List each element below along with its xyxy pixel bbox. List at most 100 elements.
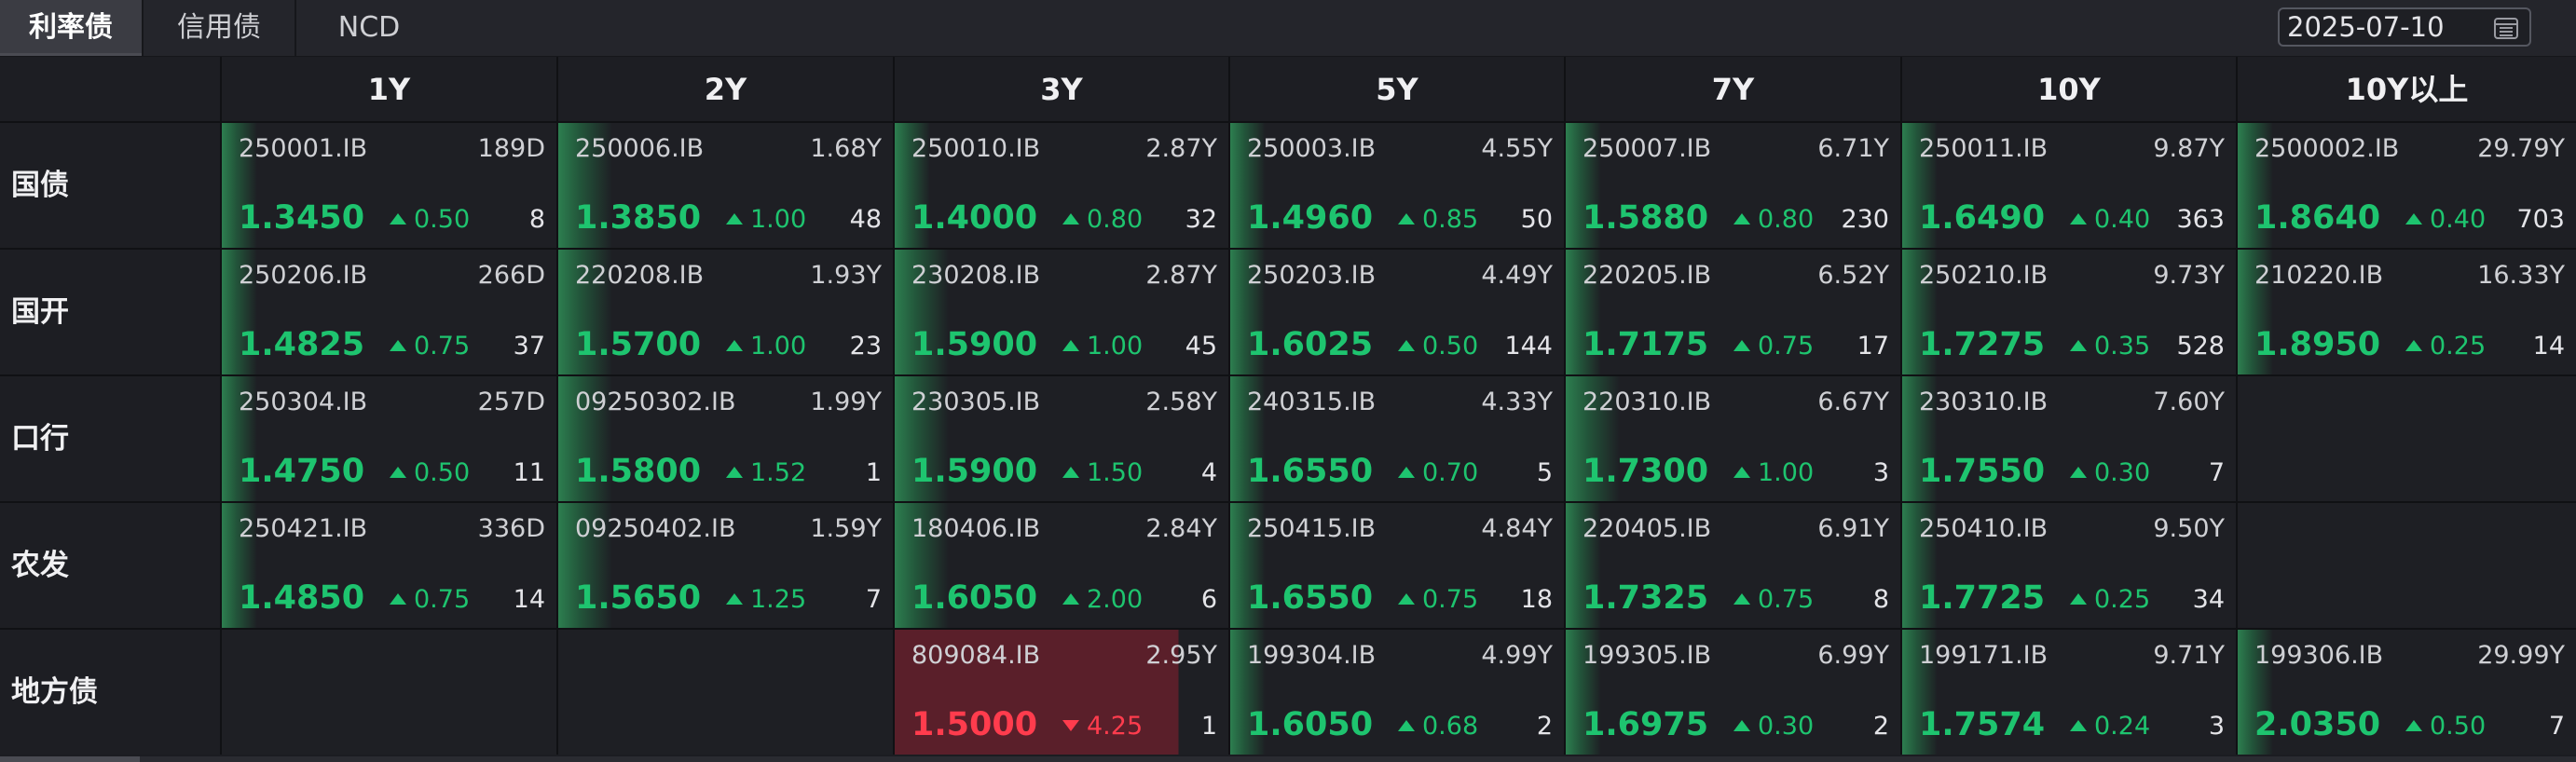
change-value: 0.35 (2094, 332, 2151, 361)
column-header-5Y[interactable]: 5Y (1230, 57, 1564, 122)
yield-change: 0.75 (390, 332, 470, 361)
change-value: 0.75 (1422, 585, 1479, 614)
scrollbar-thumb[interactable] (0, 756, 140, 762)
bond-quote-cell[interactable]: 199306.IB 29.99Y 2.0350 0.50 7 (2238, 630, 2576, 755)
top-toolbar: 利率债 信用债 NCD (0, 0, 2576, 57)
up-triangle-icon (1398, 467, 1415, 478)
bond-quote-cell[interactable]: 250010.IB 2.87Y 1.4000 0.80 32 (895, 123, 1228, 248)
bond-quote-cell[interactable]: 250206.IB 266D 1.4825 0.75 37 (222, 250, 556, 374)
yield-value: 1.8640 (2254, 199, 2381, 237)
yield-change: 0.85 (1398, 205, 1478, 234)
yield-change: 4.25 (1062, 712, 1143, 741)
bond-quote-cell[interactable]: 250410.IB 9.50Y 1.7725 0.25 34 (1902, 503, 2236, 628)
trade-volume: 5 (1536, 458, 1553, 487)
tab-divider (295, 0, 296, 56)
up-triangle-icon (2405, 213, 2422, 225)
column-header-10Y[interactable]: 10Y (1902, 57, 2236, 122)
remaining-tenor: 9.71Y (2153, 641, 2225, 670)
tab-ncd[interactable]: NCD (337, 11, 401, 44)
bond-code: 09250302.IB (575, 388, 736, 416)
yield-change: 1.00 (726, 205, 806, 234)
horizontal-scrollbar[interactable] (0, 756, 2576, 762)
trade-volume: 17 (1857, 332, 1889, 361)
trade-volume: 48 (849, 205, 882, 234)
yield-change: 0.68 (1398, 712, 1478, 741)
bond-quote-cell[interactable]: 230305.IB 2.58Y 1.5900 1.50 4 (895, 376, 1228, 501)
trade-volume: 528 (2176, 332, 2225, 361)
date-picker[interactable] (2278, 7, 2531, 47)
bond-quote-cell[interactable]: 09250402.IB 1.59Y 1.5650 1.25 7 (558, 503, 893, 628)
remaining-tenor: 16.33Y (2477, 261, 2565, 290)
bond-quote-cell[interactable]: 250304.IB 257D 1.4750 0.50 11 (222, 376, 556, 501)
remaining-tenor: 1.93Y (810, 261, 882, 290)
yield-value: 1.5000 (911, 706, 1038, 743)
volume-bar (1566, 503, 1601, 628)
bond-code: 220405.IB (1583, 514, 1712, 543)
remaining-tenor: 4.33Y (1481, 388, 1553, 416)
bond-quote-cell[interactable]: 250011.IB 9.87Y 1.6490 0.40 363 (1902, 123, 2236, 248)
bond-quote-cell[interactable]: 2500002.IB 29.79Y 1.8640 0.40 703 (2238, 123, 2576, 248)
bond-quote-cell[interactable]: 220405.IB 6.91Y 1.7325 0.75 8 (1566, 503, 1900, 628)
column-header-3Y[interactable]: 3Y (895, 57, 1228, 122)
bond-quote-cell[interactable]: 220310.IB 6.67Y 1.7300 1.00 3 (1566, 376, 1900, 501)
bond-quote-cell[interactable]: 199305.IB 6.99Y 1.6975 0.30 2 (1566, 630, 1900, 755)
yield-value: 1.7175 (1583, 326, 1709, 363)
bond-quote-cell[interactable]: 230310.IB 7.60Y 1.7550 0.30 7 (1902, 376, 2236, 501)
column-header-1Y[interactable]: 1Y (222, 57, 556, 122)
remaining-tenor: 2.87Y (1145, 134, 1217, 163)
yield-value: 1.6550 (1247, 453, 1374, 490)
yield-value: 1.6975 (1583, 706, 1709, 743)
date-input[interactable] (2287, 11, 2473, 43)
yield-value: 1.3450 (239, 199, 365, 237)
change-value: 0.30 (1758, 712, 1815, 741)
bond-quote-cell[interactable]: 250007.IB 6.71Y 1.5880 0.80 230 (1566, 123, 1900, 248)
remaining-tenor: 6.52Y (1817, 261, 1889, 290)
bond-code: 250206.IB (239, 261, 368, 290)
volume-bar (222, 250, 257, 374)
bond-quote-cell[interactable]: 230208.IB 2.87Y 1.5900 1.00 45 (895, 250, 1228, 374)
yield-value: 1.4750 (239, 453, 365, 490)
volume-bar (2238, 123, 2273, 248)
grid-divider (2236, 57, 2238, 755)
bond-quote-cell[interactable]: 250006.IB 1.68Y 1.3850 1.00 48 (558, 123, 893, 248)
yield-value: 1.4850 (239, 579, 365, 617)
column-header-2Y[interactable]: 2Y (558, 57, 893, 122)
volume-bar (1902, 503, 1938, 628)
yield-change: 0.30 (1733, 712, 1814, 741)
yield-change: 1.50 (1062, 458, 1143, 487)
calendar-icon[interactable] (2494, 17, 2518, 39)
bond-quote-cell[interactable]: 210220.IB 16.33Y 1.8950 0.25 14 (2238, 250, 2576, 374)
bond-quote-cell[interactable]: 220208.IB 1.93Y 1.5700 1.00 23 (558, 250, 893, 374)
bond-quote-cell[interactable]: 250415.IB 4.84Y 1.6550 0.75 18 (1230, 503, 1564, 628)
bond-quote-cell[interactable]: 250203.IB 4.49Y 1.6025 0.50 144 (1230, 250, 1564, 374)
bond-quote-cell[interactable]: 250001.IB 189D 1.3450 0.50 8 (222, 123, 556, 248)
column-header-10Y以上[interactable]: 10Y以上 (2238, 57, 2576, 122)
bond-code: 240315.IB (1247, 388, 1377, 416)
tab-rate-bonds[interactable]: 利率债 (0, 0, 142, 56)
empty-cell (222, 630, 556, 755)
bond-quote-cell[interactable]: 250003.IB 4.55Y 1.4960 0.85 50 (1230, 123, 1564, 248)
bond-quote-cell[interactable]: 250210.IB 9.73Y 1.7275 0.35 528 (1902, 250, 2236, 374)
change-value: 0.50 (414, 205, 471, 234)
yield-value: 1.7325 (1583, 579, 1709, 617)
bond-quote-cell[interactable]: 09250302.IB 1.99Y 1.5800 1.52 1 (558, 376, 893, 501)
bond-quote-cell[interactable]: 809084.IB 2.95Y 1.5000 4.25 1 (895, 630, 1228, 755)
change-value: 0.50 (414, 458, 471, 487)
grid-divider (0, 374, 2576, 376)
column-header-7Y[interactable]: 7Y (1566, 57, 1900, 122)
yield-value: 1.4825 (239, 326, 365, 363)
bond-quote-cell[interactable]: 180406.IB 2.84Y 1.6050 2.00 6 (895, 503, 1228, 628)
down-triangle-icon (1062, 720, 1079, 731)
remaining-tenor: 6.99Y (1817, 641, 1889, 670)
bond-quote-cell[interactable]: 199304.IB 4.99Y 1.6050 0.68 2 (1230, 630, 1564, 755)
grid-divider (893, 57, 895, 755)
up-triangle-icon (2070, 593, 2087, 605)
bond-quote-cell[interactable]: 240315.IB 4.33Y 1.6550 0.70 5 (1230, 376, 1564, 501)
bond-code: 250006.IB (575, 134, 705, 163)
up-triangle-icon (390, 593, 406, 605)
bond-quote-cell[interactable]: 199171.IB 9.71Y 1.7574 0.24 3 (1902, 630, 2236, 755)
volume-bar (1230, 250, 1266, 374)
bond-quote-cell[interactable]: 250421.IB 336D 1.4850 0.75 14 (222, 503, 556, 628)
tab-credit-bonds[interactable]: 信用债 (177, 11, 261, 44)
bond-quote-cell[interactable]: 220205.IB 6.52Y 1.7175 0.75 17 (1566, 250, 1900, 374)
